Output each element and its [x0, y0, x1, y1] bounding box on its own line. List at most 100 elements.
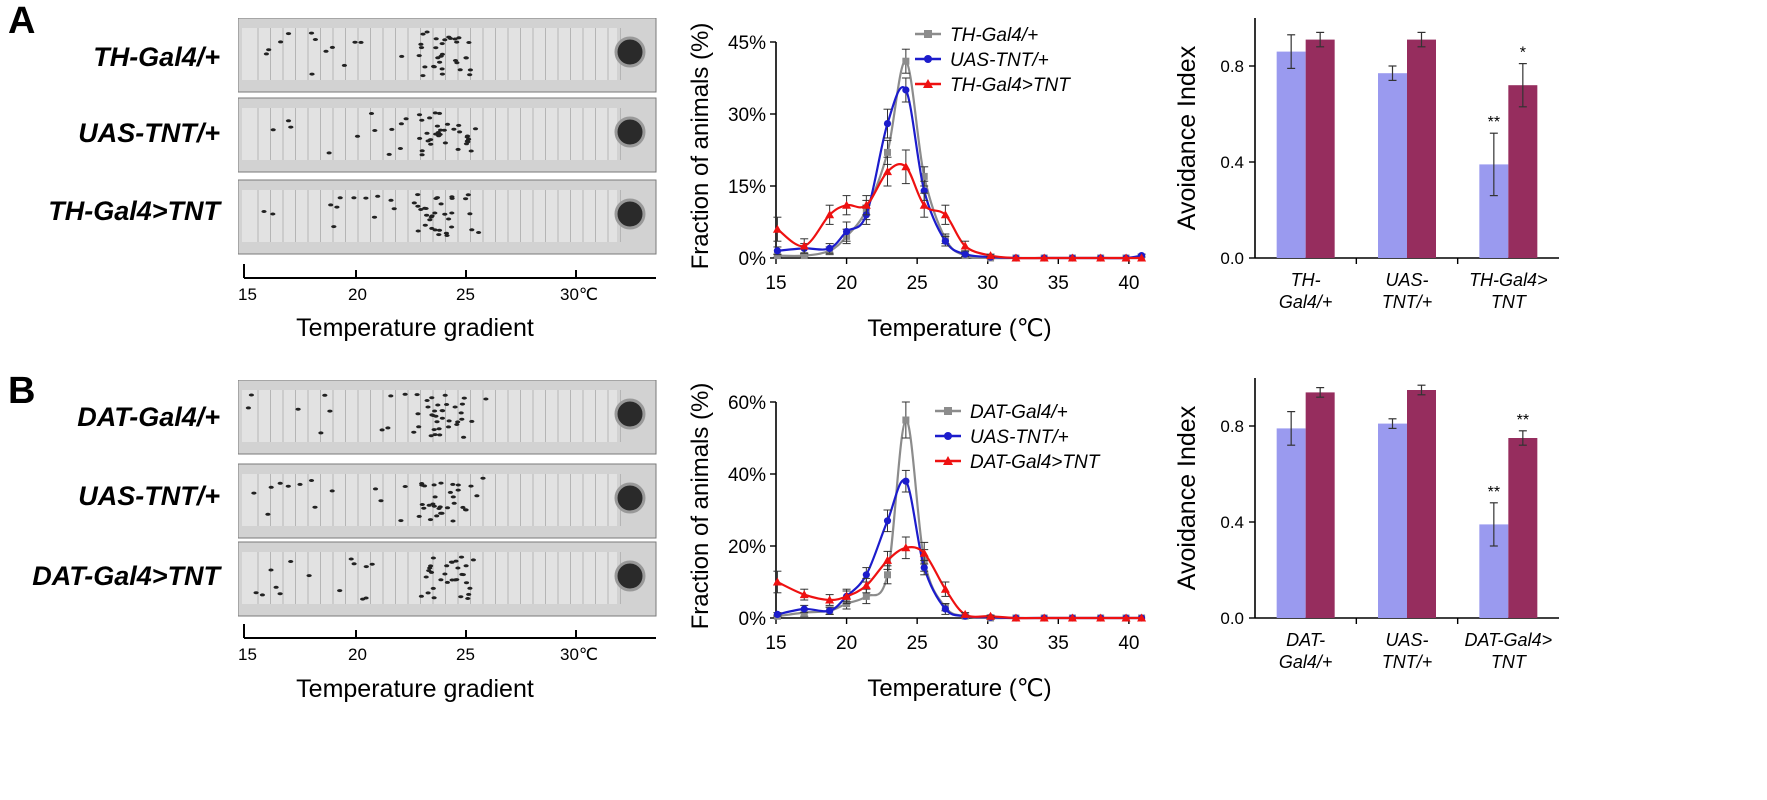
larva-mark — [328, 203, 334, 207]
larva-mark — [426, 569, 432, 573]
gradient-photos-a — [238, 18, 657, 255]
x-tick-label: 20 — [836, 273, 857, 294]
larva-mark — [297, 482, 303, 486]
larva-mark — [472, 127, 479, 131]
larva-mark — [449, 211, 455, 215]
larva-mark — [442, 141, 448, 145]
larva-mark — [468, 149, 474, 153]
larva-mark — [438, 481, 444, 485]
strip-disc — [614, 116, 646, 148]
larva-mark — [425, 591, 431, 595]
larva-mark — [248, 393, 254, 397]
larva-mark — [466, 137, 472, 141]
larva-mark — [351, 562, 357, 566]
larva-mark — [434, 514, 440, 518]
larva-mark — [429, 396, 435, 400]
strip-lane — [242, 552, 617, 604]
larva-mark — [419, 149, 425, 153]
larva-mark — [431, 483, 437, 487]
bar — [1276, 428, 1306, 618]
larva-mark — [454, 423, 460, 426]
gradient-photos-b — [238, 380, 657, 617]
larva-mark — [312, 505, 318, 509]
larva-mark — [415, 229, 421, 233]
larva-mark — [268, 485, 274, 489]
larva-mark — [458, 555, 465, 559]
category-label: TNT/+ — [1382, 652, 1433, 672]
larva-mark — [447, 36, 453, 40]
larva-mark — [372, 129, 378, 132]
data-point — [862, 592, 870, 600]
data-point — [902, 416, 910, 424]
larva-mark — [435, 403, 441, 407]
larva-mark — [375, 194, 381, 198]
data-point — [825, 210, 835, 219]
legend-marker — [944, 407, 952, 415]
larva-mark — [419, 503, 425, 506]
larva-mark — [419, 118, 425, 122]
data-point — [1121, 613, 1131, 622]
larva-mark — [348, 557, 354, 561]
larva-mark — [329, 489, 335, 493]
data-point — [1137, 613, 1147, 622]
larva-mark — [465, 597, 471, 600]
larva-mark — [438, 511, 444, 515]
gradient-tick: 15 — [238, 285, 257, 302]
larva-mark — [446, 217, 452, 221]
category-label: DAT-Gal4> — [1465, 630, 1553, 650]
data-point — [772, 577, 782, 586]
data-point — [799, 590, 809, 599]
y-tick-label: 0.4 — [1220, 513, 1244, 532]
larva-mark — [418, 208, 424, 211]
larva-mark — [454, 61, 460, 65]
larva-mark — [463, 142, 470, 146]
data-point — [883, 120, 892, 128]
y-tick-label: 0.0 — [1220, 249, 1244, 268]
line-chart-a: 0% 15% 30% 45% 15 20 25 30 35 40 Temperature (℃) Fr… — [687, 23, 1147, 342]
data-point — [773, 247, 782, 255]
line-chart-b: 0% 20% 40% 60% 15 20 25 30 35 40 Temperature (℃) Fr… — [687, 383, 1147, 702]
strip-label: TH-Gal4>TNT — [48, 196, 220, 226]
larva-mark — [402, 392, 408, 396]
larva-mark — [277, 481, 283, 485]
larva-mark — [389, 127, 395, 131]
larva-mark — [419, 153, 425, 157]
larva-mark — [452, 37, 458, 41]
legend-label: UAS-TNT/+ — [970, 427, 1069, 448]
strip-label: TH-Gal4/+ — [93, 42, 220, 72]
gradient-tick: 25 — [456, 285, 475, 302]
larva-mark — [430, 414, 436, 417]
larva-mark — [341, 63, 347, 67]
panel-letter-a: A — [8, 0, 36, 42]
series-line-1 — [777, 86, 1142, 260]
bar — [1508, 438, 1538, 618]
data-point — [940, 210, 950, 219]
larva-mark — [449, 195, 455, 199]
gradient-strip — [238, 380, 657, 455]
category-label: TH-Gal4> — [1469, 270, 1548, 290]
legend-label: TH-Gal4>TNT — [950, 75, 1071, 96]
larva-mark — [433, 37, 439, 41]
larva-mark — [351, 196, 357, 200]
larva-mark — [334, 205, 340, 209]
data-point — [862, 571, 870, 579]
category-label: Gal4/+ — [1279, 292, 1333, 312]
legend-label: TH-Gal4/+ — [950, 25, 1038, 46]
category-label: TNT — [1491, 652, 1528, 672]
larva-mark — [411, 201, 417, 205]
x-tick-label: 15 — [765, 273, 786, 294]
larva-mark — [363, 565, 369, 569]
larva-mark — [398, 122, 404, 126]
data-point — [884, 148, 892, 156]
larva-mark — [432, 211, 438, 215]
larva-mark — [417, 136, 423, 140]
larva-mark — [331, 225, 337, 229]
larva-mark — [449, 225, 455, 229]
larva-mark — [459, 402, 465, 406]
larva-mark — [427, 518, 434, 522]
larva-mark — [312, 38, 318, 41]
category-label: UAS- — [1385, 270, 1428, 290]
larva-mark — [463, 197, 469, 201]
larva-mark — [270, 128, 276, 132]
larva-mark — [369, 562, 375, 566]
